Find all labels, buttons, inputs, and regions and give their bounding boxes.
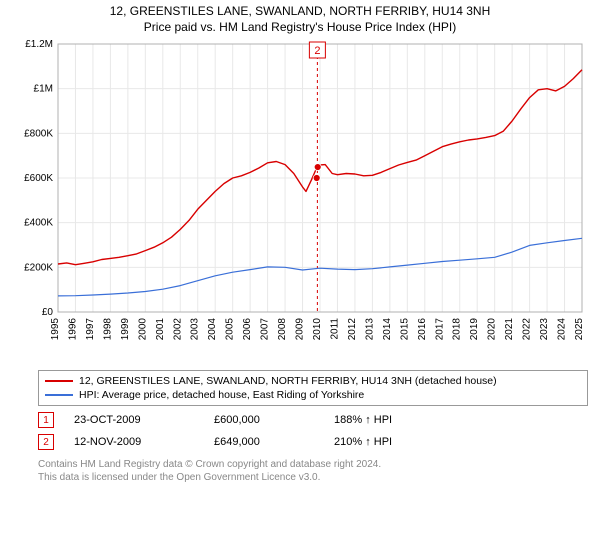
svg-text:2001: 2001 — [155, 318, 166, 341]
svg-text:2003: 2003 — [190, 318, 201, 341]
svg-text:1997: 1997 — [85, 318, 96, 341]
svg-text:2015: 2015 — [399, 318, 410, 341]
svg-text:2005: 2005 — [225, 318, 236, 341]
svg-text:2024: 2024 — [557, 318, 568, 341]
transaction-pct: 210% ↑ HPI — [334, 436, 434, 448]
transaction-pct: 188% ↑ HPI — [334, 414, 434, 426]
svg-text:2007: 2007 — [260, 318, 271, 341]
transaction-price: £649,000 — [214, 436, 314, 448]
footer-line1: Contains HM Land Registry data © Crown c… — [38, 458, 588, 471]
svg-text:2014: 2014 — [382, 318, 393, 341]
svg-text:£200K: £200K — [24, 262, 53, 273]
transaction-badge: 1 — [38, 412, 54, 428]
svg-text:2008: 2008 — [277, 318, 288, 341]
svg-text:2025: 2025 — [574, 318, 585, 341]
legend-label: 12, GREENSTILES LANE, SWANLAND, NORTH FE… — [79, 375, 497, 387]
svg-text:£800K: £800K — [24, 128, 53, 139]
svg-text:2022: 2022 — [522, 318, 533, 341]
svg-text:2013: 2013 — [364, 318, 375, 341]
svg-text:£400K: £400K — [24, 218, 53, 229]
svg-text:1996: 1996 — [67, 318, 78, 341]
legend-swatch — [45, 394, 73, 396]
transaction-date: 12-NOV-2009 — [74, 436, 194, 448]
transaction-badge: 2 — [38, 434, 54, 450]
svg-text:£600K: £600K — [24, 173, 53, 184]
svg-text:1995: 1995 — [50, 318, 61, 341]
svg-text:£0: £0 — [42, 307, 54, 318]
transaction-date: 23-OCT-2009 — [74, 414, 194, 426]
legend-label: HPI: Average price, detached house, East… — [79, 389, 364, 401]
transaction-row: 2 12-NOV-2009 £649,000 210% ↑ HPI — [38, 434, 588, 450]
svg-text:2004: 2004 — [207, 318, 218, 341]
svg-text:2019: 2019 — [469, 318, 480, 341]
chart-svg: £0 £200K £400K £600K £800K £1M £1.2M 1995 1996 19… — [10, 34, 590, 364]
chart-container: 12, GREENSTILES LANE, SWANLAND, NORTH FE… — [0, 0, 600, 484]
titles: 12, GREENSTILES LANE, SWANLAND, NORTH FE… — [0, 0, 600, 34]
svg-text:2: 2 — [314, 45, 320, 57]
svg-text:2006: 2006 — [242, 318, 253, 341]
footer: Contains HM Land Registry data © Crown c… — [38, 458, 588, 484]
legend-swatch — [45, 380, 73, 382]
title-address: 12, GREENSTILES LANE, SWANLAND, NORTH FE… — [0, 4, 600, 18]
title-subtitle: Price paid vs. HM Land Registry's House … — [0, 20, 600, 34]
svg-text:£1.2M: £1.2M — [25, 39, 53, 50]
svg-text:2010: 2010 — [312, 318, 323, 341]
svg-text:1999: 1999 — [120, 318, 131, 341]
svg-text:2011: 2011 — [329, 318, 340, 340]
transaction-list: 1 23-OCT-2009 £600,000 188% ↑ HPI 2 12-NOV-20… — [0, 412, 600, 450]
svg-text:2012: 2012 — [347, 318, 358, 341]
transaction-row: 1 23-OCT-2009 £600,000 188% ↑ HPI — [38, 412, 588, 428]
svg-text:2000: 2000 — [137, 318, 148, 341]
svg-text:2016: 2016 — [417, 318, 428, 341]
svg-text:2023: 2023 — [539, 318, 550, 341]
svg-text:2009: 2009 — [295, 318, 306, 341]
svg-text:2018: 2018 — [452, 318, 463, 341]
svg-text:2002: 2002 — [172, 318, 183, 341]
svg-text:2017: 2017 — [434, 318, 445, 341]
svg-text:1998: 1998 — [102, 318, 113, 341]
legend-row: HPI: Average price, detached house, East… — [45, 388, 581, 402]
svg-text:2020: 2020 — [487, 318, 498, 341]
legend: 12, GREENSTILES LANE, SWANLAND, NORTH FE… — [38, 370, 588, 406]
transaction-price: £600,000 — [214, 414, 314, 426]
chart-area: £0 £200K £400K £600K £800K £1M £1.2M 1995 1996 19… — [10, 34, 590, 364]
legend-row: 12, GREENSTILES LANE, SWANLAND, NORTH FE… — [45, 374, 581, 388]
svg-text:£1M: £1M — [34, 84, 53, 95]
footer-line2: This data is licensed under the Open Gov… — [38, 471, 588, 484]
svg-text:2021: 2021 — [504, 318, 515, 341]
